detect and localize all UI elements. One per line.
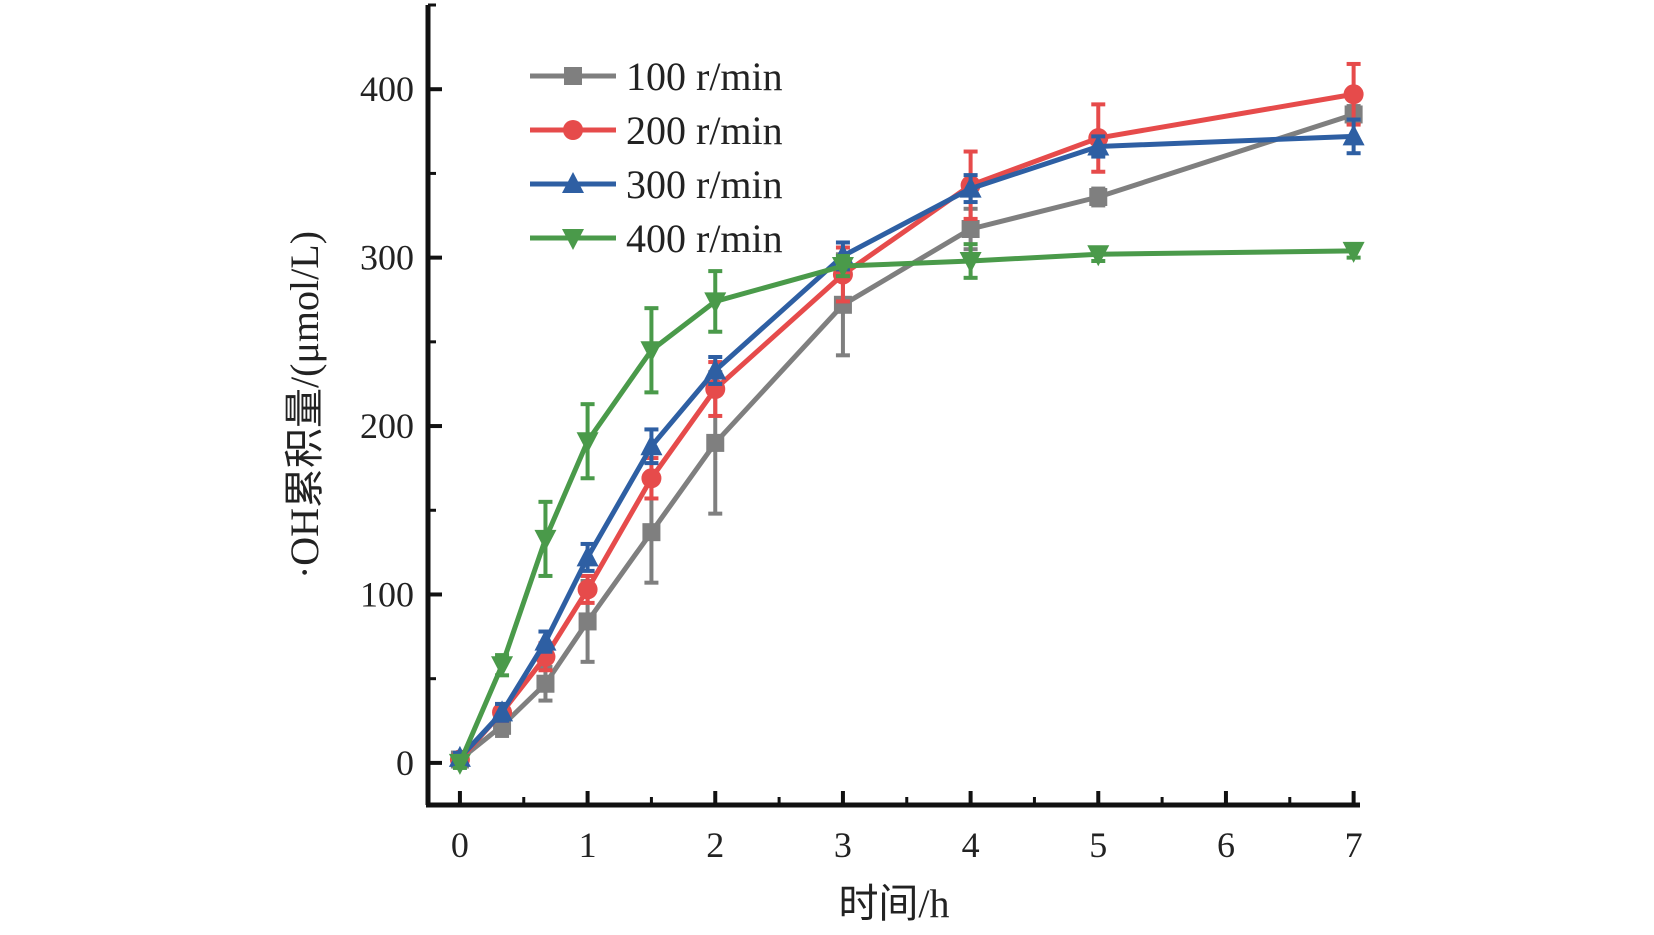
legend-label: 400 r/min bbox=[626, 216, 783, 261]
data-point bbox=[534, 629, 557, 651]
x-tick-label: 1 bbox=[579, 825, 597, 865]
x-tick-label: 7 bbox=[1345, 825, 1363, 865]
data-point bbox=[704, 292, 727, 314]
series-line bbox=[457, 248, 1354, 764]
x-axis-title: 时间/h bbox=[838, 881, 949, 926]
data-point bbox=[576, 432, 599, 454]
x-tick-label: 5 bbox=[1089, 825, 1107, 865]
y-tick-label: 200 bbox=[360, 406, 414, 446]
data-point bbox=[578, 612, 597, 631]
data-point bbox=[448, 753, 471, 775]
data-point bbox=[1087, 134, 1110, 156]
data-point bbox=[959, 252, 982, 273]
series-line bbox=[458, 112, 1355, 762]
data-point bbox=[961, 220, 980, 238]
data-point bbox=[640, 341, 663, 363]
data-point bbox=[831, 257, 854, 279]
data-point bbox=[704, 358, 727, 380]
data-point bbox=[491, 700, 514, 722]
y-tick-label: 100 bbox=[360, 574, 414, 614]
legend-marker bbox=[564, 67, 582, 85]
legend-label: 300 r/min bbox=[626, 162, 783, 207]
legend-item: 400 r/min bbox=[530, 216, 783, 261]
data-point bbox=[1342, 124, 1365, 146]
data-point bbox=[576, 545, 599, 567]
legend-item: 100 r/min bbox=[530, 54, 783, 99]
x-tick-label: 4 bbox=[962, 825, 980, 865]
legend-label: 200 r/min bbox=[626, 108, 783, 153]
data-point bbox=[1343, 84, 1364, 105]
data-point bbox=[536, 674, 555, 693]
x-tick-label: 0 bbox=[451, 825, 469, 865]
legend-label: 100 r/min bbox=[626, 54, 783, 99]
data-point bbox=[1089, 188, 1108, 206]
axes-layer: 0 1 2 3 4 5 6 7 0 100 200 300 400 时间/h ·OH累积量/(μmol/L) bbox=[282, 3, 1363, 926]
series-line bbox=[458, 133, 1354, 760]
data-point bbox=[534, 529, 557, 551]
x-tick-label: 2 bbox=[706, 825, 724, 865]
legend-item: 300 r/min bbox=[530, 162, 783, 207]
x-tick-label: 6 bbox=[1217, 825, 1235, 865]
data-point bbox=[642, 523, 661, 542]
series-line bbox=[458, 91, 1355, 762]
legend-marker bbox=[562, 229, 584, 250]
y-axis-title: ·OH累积量/(μmol/L) bbox=[282, 231, 327, 579]
legend-marker bbox=[562, 172, 584, 193]
legend-item: 200 r/min bbox=[530, 108, 783, 153]
data-point bbox=[1087, 245, 1110, 267]
legend-layer: 100 r/min 200 r/min 300 r/min 400 r/min bbox=[530, 54, 783, 261]
data-point bbox=[491, 656, 514, 678]
series-2 bbox=[449, 61, 1364, 770]
legend-marker bbox=[563, 120, 583, 140]
data-point bbox=[706, 433, 725, 452]
data-point bbox=[959, 176, 982, 198]
x-tick-label: 3 bbox=[834, 825, 852, 865]
y-tick-label: 300 bbox=[360, 238, 414, 278]
data-point bbox=[577, 579, 598, 600]
y-tick-label: 400 bbox=[360, 69, 414, 109]
series-4 bbox=[448, 241, 1365, 775]
data-point bbox=[1342, 241, 1365, 263]
series-layer bbox=[448, 61, 1365, 775]
data-point bbox=[640, 434, 663, 456]
y-tick-label: 0 bbox=[396, 743, 414, 783]
data-point bbox=[641, 468, 662, 489]
